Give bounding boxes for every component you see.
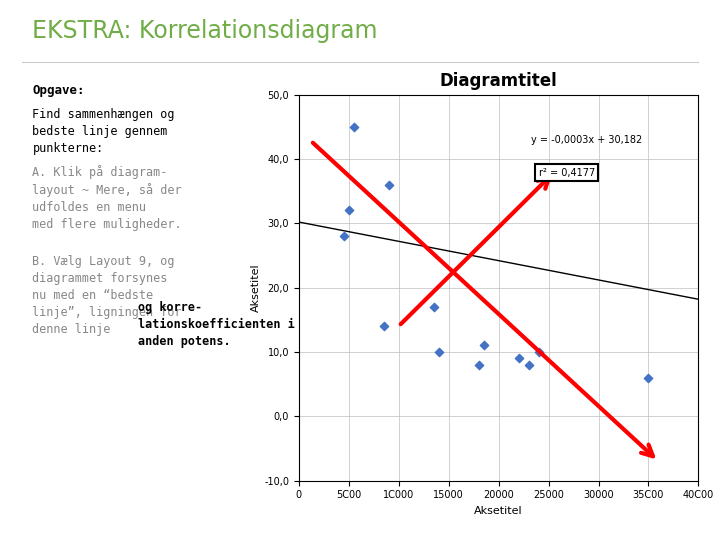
X-axis label: Aksetitel: Aksetitel — [474, 506, 523, 516]
Text: Find sammenhængen og
bedste linje gennem
punkterne:: Find sammenhængen og bedste linje gennem… — [32, 108, 175, 155]
Text: B. Vælg Layout 9, og
diagrammet forsynes
nu med en “bedste
linje”, ligningen for: B. Vælg Layout 9, og diagrammet forsynes… — [32, 255, 182, 336]
Point — [343, 206, 354, 214]
Text: r² = 0,4177: r² = 0,4177 — [539, 167, 595, 178]
Point — [378, 322, 390, 330]
Text: EKSTRA: Korrelationsdiagram: EKSTRA: Korrelationsdiagram — [32, 19, 378, 43]
Point — [338, 232, 349, 240]
Point — [533, 348, 544, 356]
Text: og korre-
lationskoefficienten i
anden potens.: og korre- lationskoefficienten i anden p… — [138, 301, 295, 348]
Point — [348, 123, 359, 131]
Point — [523, 361, 534, 369]
Point — [433, 348, 444, 356]
Point — [513, 354, 524, 363]
Point — [478, 341, 490, 350]
Point — [473, 361, 485, 369]
Point — [383, 180, 395, 189]
Point — [643, 373, 654, 382]
Y-axis label: Aksetitel: Aksetitel — [251, 263, 261, 312]
Text: y = -0,0003x + 30,182: y = -0,0003x + 30,182 — [531, 135, 642, 145]
Title: Diagramtitel: Diagramtitel — [440, 72, 557, 90]
Point — [428, 302, 439, 311]
Text: A. Klik på diagram-
layout ~ Mere, så der
udfoldes en menu
med flere muligheder.: A. Klik på diagram- layout ~ Mere, så de… — [32, 165, 182, 231]
Text: Opgave:: Opgave: — [32, 84, 85, 97]
